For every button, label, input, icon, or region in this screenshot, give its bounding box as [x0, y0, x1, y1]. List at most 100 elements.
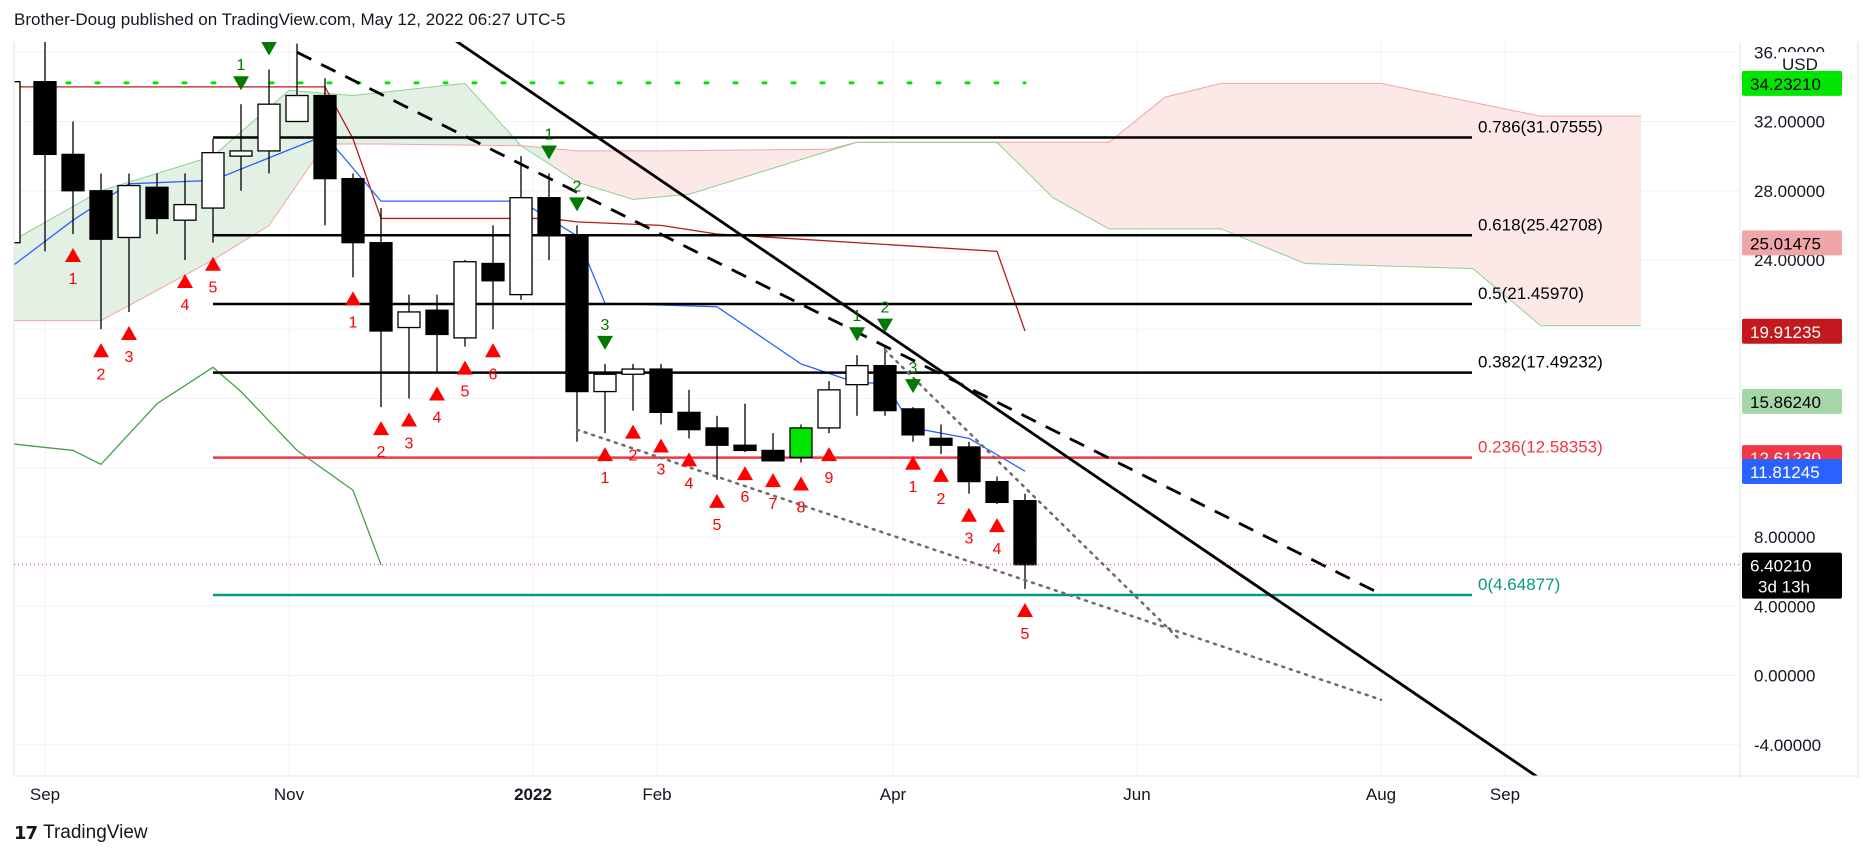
x-tick-label: Feb — [642, 785, 671, 804]
up-arrow-marker — [625, 424, 641, 439]
up-arrow-marker — [933, 467, 949, 482]
candle-body — [901, 408, 925, 436]
trendline-solid — [455, 42, 1539, 776]
candle-body — [1013, 499, 1037, 566]
currency-label: USD — [1782, 55, 1818, 74]
up-arrow-marker — [401, 412, 417, 427]
candle-body — [789, 427, 813, 459]
down-arrow-marker — [877, 318, 893, 333]
footer: 𝟭𝟳 TradingView — [14, 822, 148, 844]
y-tick-label: 28.00000 — [1754, 182, 1825, 201]
down-marker-label: 2 — [881, 300, 890, 317]
candle-body — [845, 364, 869, 386]
publisher-caption: Brother-Doug published on TradingView.co… — [14, 10, 566, 29]
candle-body — [425, 309, 449, 336]
up-arrow-marker — [989, 518, 1005, 533]
fib-level-label: 0.618(25.42708) — [1478, 215, 1603, 234]
candle-body — [229, 150, 253, 157]
cloud-span-b-bear — [520, 141, 1641, 327]
trendline-dotted — [883, 348, 1183, 643]
price-label-text: 15.86240 — [1750, 393, 1821, 412]
candle-body — [985, 480, 1009, 504]
candle-body — [873, 364, 897, 412]
last-price-text: 6.40210 — [1750, 557, 1811, 576]
candle-body — [761, 449, 785, 462]
cloud-bull-area — [14, 83, 553, 321]
up-arrow-marker — [765, 473, 781, 488]
up-marker-label: 1 — [601, 470, 610, 487]
candle-body — [145, 186, 169, 220]
up-marker-label: 5 — [209, 280, 218, 297]
candle-body — [957, 446, 981, 483]
x-tick-label: 2022 — [514, 785, 552, 804]
candle-body — [313, 94, 337, 180]
candle-body — [537, 197, 561, 237]
down-arrow-marker — [597, 335, 613, 350]
candle-body — [733, 444, 757, 452]
up-marker-label: 9 — [825, 470, 834, 487]
price-label-box — [1742, 388, 1842, 414]
down-marker-label: 1 — [853, 308, 862, 325]
up-marker-label: 5 — [1021, 626, 1030, 643]
down-arrow-marker — [541, 145, 557, 160]
fib-level-label: 0.786(31.07555) — [1478, 118, 1603, 137]
currency-badge — [1776, 52, 1826, 74]
price-label-text: 25.01475 — [1750, 234, 1821, 253]
up-marker-label: 2 — [377, 444, 386, 461]
up-marker-label: 3 — [125, 349, 134, 366]
up-marker-label: 4 — [433, 410, 442, 427]
x-tick-label: Nov — [274, 785, 305, 804]
y-tick-label: -4.00000 — [1754, 736, 1821, 755]
up-marker-label: 2 — [629, 448, 638, 465]
price-label-box — [1742, 70, 1842, 96]
down-marker-label: 1 — [237, 57, 246, 74]
x-tick-label: Sep — [30, 785, 60, 804]
fib-level-label: 0.5(21.45970) — [1478, 284, 1584, 303]
countdown-text: 3d 13h — [1758, 578, 1810, 597]
down-marker-label: 2 — [265, 23, 274, 40]
axes-layer: 36.0000032.0000028.0000024.000008.000004… — [13, 42, 1859, 804]
up-marker-label: 3 — [405, 436, 414, 453]
price-label-box — [1742, 230, 1842, 256]
candle-body — [173, 203, 197, 221]
fib-level-label: 0(4.64877) — [1478, 575, 1560, 594]
down-marker-label: 3 — [601, 317, 610, 334]
up-marker-label: 7 — [769, 496, 778, 513]
up-arrow-marker — [177, 274, 193, 288]
price-label-text: 11.81245 — [1750, 463, 1820, 482]
up-arrow-marker — [205, 256, 221, 271]
candle-body — [14, 81, 21, 244]
up-arrow-marker — [961, 507, 977, 522]
down-marker-label: 2 — [573, 178, 582, 195]
candle-body — [61, 153, 85, 192]
fib-level-label: 0.382(17.49232) — [1478, 353, 1603, 372]
y-tick-label: 8.00000 — [1754, 528, 1815, 547]
up-marker-label: 3 — [965, 531, 974, 548]
up-marker-label: 1 — [909, 479, 918, 496]
price-label-box — [1742, 458, 1842, 484]
up-arrow-marker — [905, 455, 921, 470]
up-arrow-marker — [681, 452, 697, 467]
trendline-dashed — [296, 50, 1382, 596]
up-arrow-marker — [345, 291, 361, 306]
price-label-text: 34.23210 — [1750, 75, 1821, 94]
up-marker-label: 5 — [713, 517, 722, 534]
ichimoku-cloud — [14, 83, 1641, 326]
candle-body — [257, 103, 281, 152]
y-tick-label: 4.00000 — [1754, 597, 1815, 616]
lagging-span — [14, 366, 382, 565]
up-marker-label: 6 — [741, 489, 750, 506]
candle-body — [593, 373, 617, 393]
candle-body — [481, 262, 505, 282]
candle-body — [397, 311, 421, 329]
conversion-line — [14, 134, 1026, 472]
cloud-span-a-bear — [520, 82, 1641, 152]
up-marker-label: 1 — [349, 314, 358, 331]
up-marker-label: 4 — [181, 297, 190, 314]
fib-retracement: 0.786(31.07555) 0.618(25.42708) 0.5(21.459… — [213, 118, 1603, 597]
up-marker-label: 4 — [685, 475, 694, 492]
up-marker-label: 3 — [657, 461, 666, 478]
price-label-box — [1742, 318, 1842, 344]
x-tick-label: Apr — [880, 785, 907, 804]
